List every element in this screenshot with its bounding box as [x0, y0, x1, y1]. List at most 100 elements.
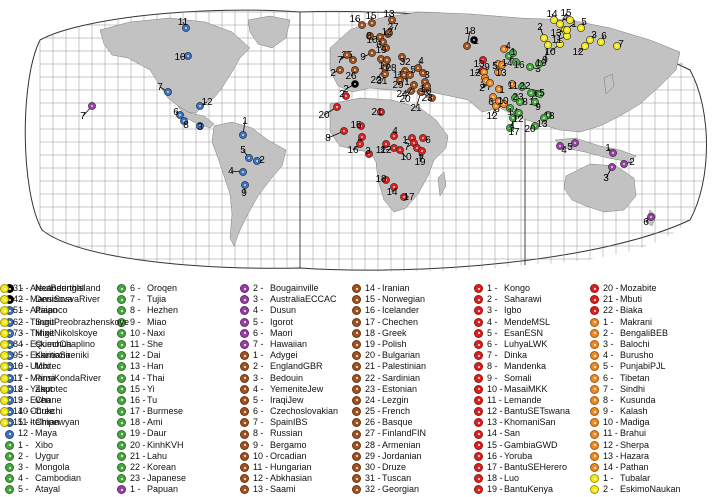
legend-swatch — [5, 463, 14, 473]
marker-dot-center — [503, 48, 505, 50]
legend-swatch — [474, 395, 483, 405]
map-marker-southasia-10: 10 — [495, 96, 509, 107]
legend-number: 8 - — [13, 338, 24, 349]
legend-population-name: Mixe — [35, 327, 55, 338]
legend-swatch — [0, 340, 9, 350]
legend-population-name: Abkhasian — [270, 473, 313, 484]
legend-entry-westeurasia-14: 14 - Iranian — [352, 283, 472, 294]
legend-column: 14 - Iranian 15 - Norwegian 16 - Icelander 17 … — [352, 283, 472, 496]
map-marker-eastasia-17: 17 — [506, 124, 520, 138]
legend-swatch — [240, 395, 249, 405]
marker-dot-center — [529, 66, 531, 68]
marker-label: 12 — [381, 27, 393, 38]
legend-entry-westeurasia-30: 30 - Druze — [352, 462, 472, 473]
legend-entry-siberia-9: 9 - EskimoSireniki — [0, 350, 120, 361]
legend-entry-africa-9: 9 - Somali — [474, 373, 594, 384]
legend-population-name: Chukchi — [30, 406, 63, 417]
legend-entry-siberia-11: 11 - MansiKondaRiver — [0, 373, 120, 384]
legend-entry-eastasia-10: 10 - Naxi — [117, 328, 237, 339]
map-marker-america-9: 9 — [241, 181, 249, 199]
legend-number: 19 - — [487, 484, 503, 495]
legend-population-name: KhomaniSan — [504, 417, 556, 428]
legend-entry-westeurasia-31: 31 - Tuscan — [352, 473, 472, 484]
marker-label: 10 — [366, 35, 378, 46]
legend-swatch — [240, 351, 249, 361]
legend-population-name: Chechen — [382, 316, 419, 327]
marker-label: 13 — [536, 119, 548, 130]
marker-label: 30 — [420, 86, 432, 97]
map-marker-westeurasia-2: 2 — [330, 66, 344, 79]
marker-label: 5 — [539, 88, 545, 99]
marker-dot-center — [354, 69, 356, 71]
marker-label: 12 — [512, 114, 524, 125]
marker-label: 21 — [410, 103, 422, 114]
legend-number: 12 - — [603, 439, 619, 450]
marker-dot-center — [339, 69, 341, 71]
legend-entry-southasia-13: 13 - Hazara — [590, 451, 710, 462]
legend-population-name: BengaliBEB — [620, 327, 669, 338]
map-marker-oceania-3: 3 — [603, 163, 616, 184]
marker-dot-center — [553, 19, 555, 21]
legend-swatch — [474, 384, 483, 394]
legend-entry-westeurasia-29: 29 - Jordanian — [352, 451, 472, 462]
legend-number: 3 - — [18, 462, 29, 472]
marker-dot-center — [566, 35, 568, 37]
legend-number: 9 - — [253, 439, 264, 450]
marker-dot-center — [361, 136, 363, 138]
map-marker-siberia-12: 12 — [572, 42, 589, 58]
marker-label: 6 — [488, 97, 494, 108]
legend-swatch — [240, 284, 249, 294]
marker-dot-center — [242, 134, 244, 136]
legend-population-name: MansiSosvaRiver — [30, 294, 101, 305]
marker-dot-center — [401, 56, 403, 58]
legend-entry-eastasia-7: 7 - Tujia — [117, 294, 237, 305]
legend-population-name: MasaiMKK — [504, 383, 548, 394]
marker-dot-center — [379, 36, 381, 38]
legend-number: 2 - — [253, 361, 264, 372]
map-marker-archaic-2: 2 — [343, 80, 359, 95]
marker-label: 3 — [535, 64, 541, 75]
legend-population-name: AustraliaECCAC — [270, 294, 337, 305]
marker-label: 16 — [349, 14, 361, 25]
map-marker-southasia-9: 9 — [480, 62, 490, 76]
marker-label: 20 — [399, 94, 411, 105]
legend-entry-africa-20: 20 - Mozabite — [590, 283, 710, 294]
legend-number: 15 - — [487, 439, 503, 450]
marker-label: 19 — [375, 45, 387, 56]
legend-population-name: Polish — [382, 338, 407, 349]
legend-number: 14 - — [365, 283, 381, 293]
legend-population-name: Iranian — [382, 283, 410, 293]
marker-dot-center — [411, 137, 413, 139]
legend-swatch — [0, 373, 9, 383]
legend-swatch — [117, 474, 126, 484]
marker-dot-center — [248, 157, 250, 159]
map-marker-siberia-3: 3 — [586, 30, 597, 44]
legend-entry-westeurasia-8: 8 - Russian — [240, 428, 360, 439]
legend-population-name: TlingitNikolskoye — [30, 327, 98, 338]
legend-population-name: Mongola — [35, 462, 70, 472]
legend-swatch — [474, 284, 483, 294]
marker-dot-center — [369, 35, 371, 37]
map-marker-westeurasia-21: 21 — [410, 88, 425, 114]
marker-dot-center — [543, 117, 545, 119]
map-marker-siberia-7: 7 — [613, 39, 624, 50]
legend-swatch — [240, 463, 249, 473]
marker-dot-center — [385, 179, 387, 181]
marker-dot-center — [371, 52, 373, 54]
legend-swatch — [352, 351, 361, 361]
legend-swatch — [240, 317, 249, 327]
marker-label: 17 — [508, 127, 520, 138]
legend-number: 16 - — [487, 450, 503, 461]
marker-dot-center — [600, 41, 602, 43]
legend-number: 31 - — [365, 473, 381, 484]
legend-number: 1 - — [18, 283, 29, 293]
legend-population-name: Palestinian — [382, 361, 427, 372]
legend-number: 9 - — [18, 394, 29, 405]
marker-dot-center — [543, 37, 545, 39]
map-marker-oceania-4: 4 — [556, 142, 567, 156]
marker-label: 5 — [567, 142, 573, 153]
marker-dot-center — [354, 83, 356, 85]
legend-population-name: Madiga — [620, 417, 650, 428]
legend-entry-westeurasia-16: 16 - Icelander — [352, 305, 472, 316]
legend-number: 5 - — [18, 350, 29, 361]
